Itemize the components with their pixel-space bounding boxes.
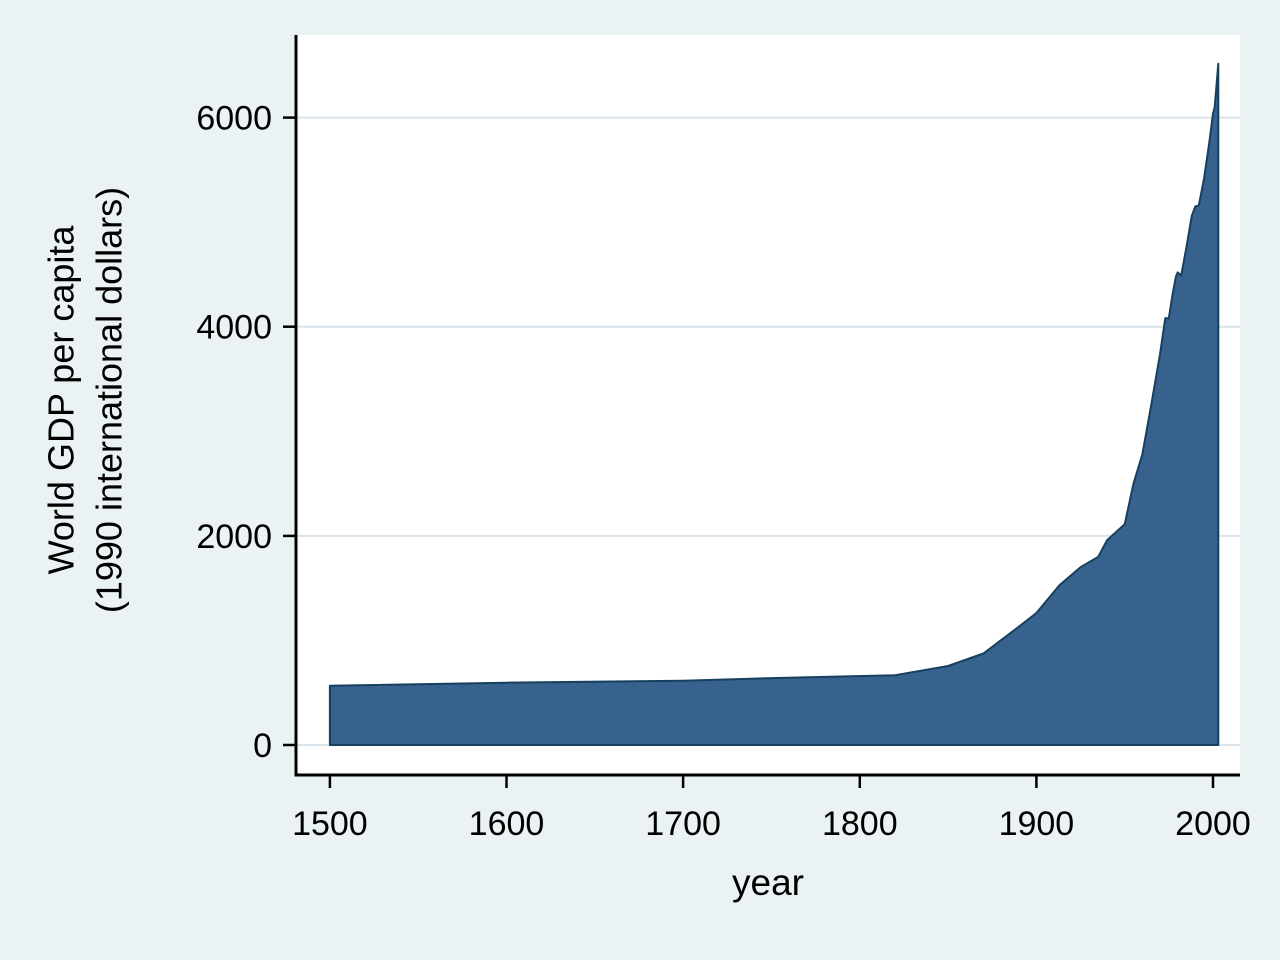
y-axis-title-line1: World GDP per capita bbox=[40, 225, 82, 575]
y-tick-label-4000: 4000 bbox=[196, 309, 272, 347]
x-tick-label-2000: 2000 bbox=[1175, 805, 1251, 843]
x-tick-label-1700: 1700 bbox=[645, 805, 721, 843]
x-tick-label-1600: 1600 bbox=[469, 805, 545, 843]
y-axis-title: World GDP per capita (1990 international… bbox=[37, 187, 132, 613]
x-tick-label-1900: 1900 bbox=[999, 805, 1075, 843]
x-axis-title: year bbox=[732, 862, 804, 903]
x-tick-label-1500: 1500 bbox=[292, 805, 368, 843]
gdp-area-series bbox=[328, 62, 1220, 746]
y-axis-title-line2: (1990 international dollars) bbox=[88, 186, 129, 614]
y-tick-label-2000: 2000 bbox=[196, 518, 272, 556]
y-tick-label-0: 0 bbox=[253, 727, 272, 765]
x-tick-label-1800: 1800 bbox=[822, 805, 898, 843]
y-tick-label-6000: 6000 bbox=[196, 100, 272, 138]
